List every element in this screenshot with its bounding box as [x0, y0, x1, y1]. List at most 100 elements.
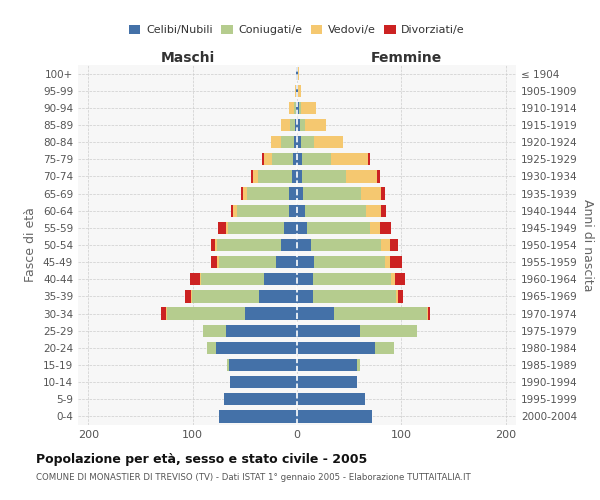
Bar — [297, 359, 358, 371]
Bar — [262, 153, 263, 166]
Bar — [297, 376, 358, 388]
Bar — [314, 256, 385, 268]
Bar — [390, 256, 403, 268]
Bar — [346, 170, 377, 182]
Bar — [305, 204, 366, 217]
Bar — [297, 170, 302, 182]
Bar — [215, 342, 297, 354]
Bar — [227, 359, 229, 371]
Bar — [382, 239, 390, 251]
Bar — [259, 170, 292, 182]
Bar — [203, 324, 226, 337]
Bar — [215, 239, 217, 251]
Text: Popolazione per età, sesso e stato civile - 2005: Popolazione per età, sesso e stato civil… — [36, 452, 367, 466]
Bar — [263, 153, 272, 166]
Bar — [297, 393, 365, 406]
Text: COMUNE DI MONASTIER DI TREVISO (TV) - Dati ISTAT 1° gennaio 2005 - Elaborazione : COMUNE DI MONASTIER DI TREVISO (TV) - Da… — [36, 472, 471, 482]
Bar — [313, 290, 396, 302]
Text: Maschi: Maschi — [160, 51, 215, 65]
Bar — [185, 290, 191, 302]
Bar — [297, 102, 299, 114]
Bar — [298, 68, 299, 80]
Bar — [395, 273, 406, 285]
Bar — [301, 102, 316, 114]
Bar — [226, 324, 297, 337]
Bar — [297, 188, 303, 200]
Legend: Celibi/Nubili, Coniugati/e, Vedovi/e, Divorziati/e: Celibi/Nubili, Coniugati/e, Vedovi/e, Di… — [125, 20, 469, 40]
Bar — [297, 256, 314, 268]
Bar — [229, 359, 297, 371]
Bar — [284, 222, 297, 234]
Bar — [361, 188, 382, 200]
Bar — [293, 153, 297, 166]
Bar — [297, 84, 298, 97]
Bar — [297, 273, 313, 285]
Bar — [358, 359, 359, 371]
Bar — [233, 204, 236, 217]
Bar — [366, 204, 382, 217]
Bar — [200, 273, 201, 285]
Bar — [292, 170, 297, 182]
Bar — [297, 136, 301, 148]
Bar — [226, 222, 228, 234]
Bar — [380, 222, 391, 234]
Bar — [370, 222, 380, 234]
Bar — [298, 84, 301, 97]
Bar — [398, 290, 403, 302]
Bar — [297, 153, 302, 166]
Bar — [247, 188, 289, 200]
Bar — [281, 136, 294, 148]
Bar — [289, 188, 297, 200]
Bar — [232, 204, 233, 217]
Bar — [382, 188, 385, 200]
Bar — [251, 170, 253, 182]
Bar — [297, 119, 300, 131]
Bar — [217, 239, 281, 251]
Bar — [190, 273, 200, 285]
Text: Femmine: Femmine — [371, 51, 442, 65]
Bar — [299, 102, 301, 114]
Bar — [243, 188, 247, 200]
Bar — [359, 324, 417, 337]
Bar — [297, 410, 372, 422]
Bar — [217, 256, 219, 268]
Bar — [289, 204, 297, 217]
Bar — [294, 102, 296, 114]
Bar — [219, 256, 276, 268]
Bar — [377, 170, 380, 182]
Bar — [313, 273, 391, 285]
Bar — [375, 342, 394, 354]
Bar — [297, 68, 298, 80]
Bar — [334, 308, 427, 320]
Bar — [208, 342, 215, 354]
Bar — [276, 256, 297, 268]
Bar — [297, 290, 313, 302]
Bar — [296, 84, 297, 97]
Bar — [305, 119, 326, 131]
Bar — [281, 239, 297, 251]
Bar — [297, 308, 334, 320]
Bar — [427, 308, 428, 320]
Bar — [281, 119, 290, 131]
Bar — [300, 119, 305, 131]
Bar — [301, 136, 314, 148]
Bar — [295, 119, 297, 131]
Bar — [302, 153, 331, 166]
Bar — [297, 324, 359, 337]
Bar — [259, 290, 297, 302]
Bar — [314, 136, 343, 148]
Bar — [166, 308, 167, 320]
Bar — [296, 68, 297, 80]
Bar — [331, 153, 368, 166]
Bar — [228, 222, 284, 234]
Bar — [245, 308, 297, 320]
Bar — [289, 102, 294, 114]
Bar — [382, 204, 386, 217]
Bar — [218, 222, 226, 234]
Bar — [167, 308, 245, 320]
Bar — [294, 136, 297, 148]
Bar — [302, 170, 346, 182]
Bar — [303, 188, 361, 200]
Bar — [311, 239, 382, 251]
Bar — [428, 308, 430, 320]
